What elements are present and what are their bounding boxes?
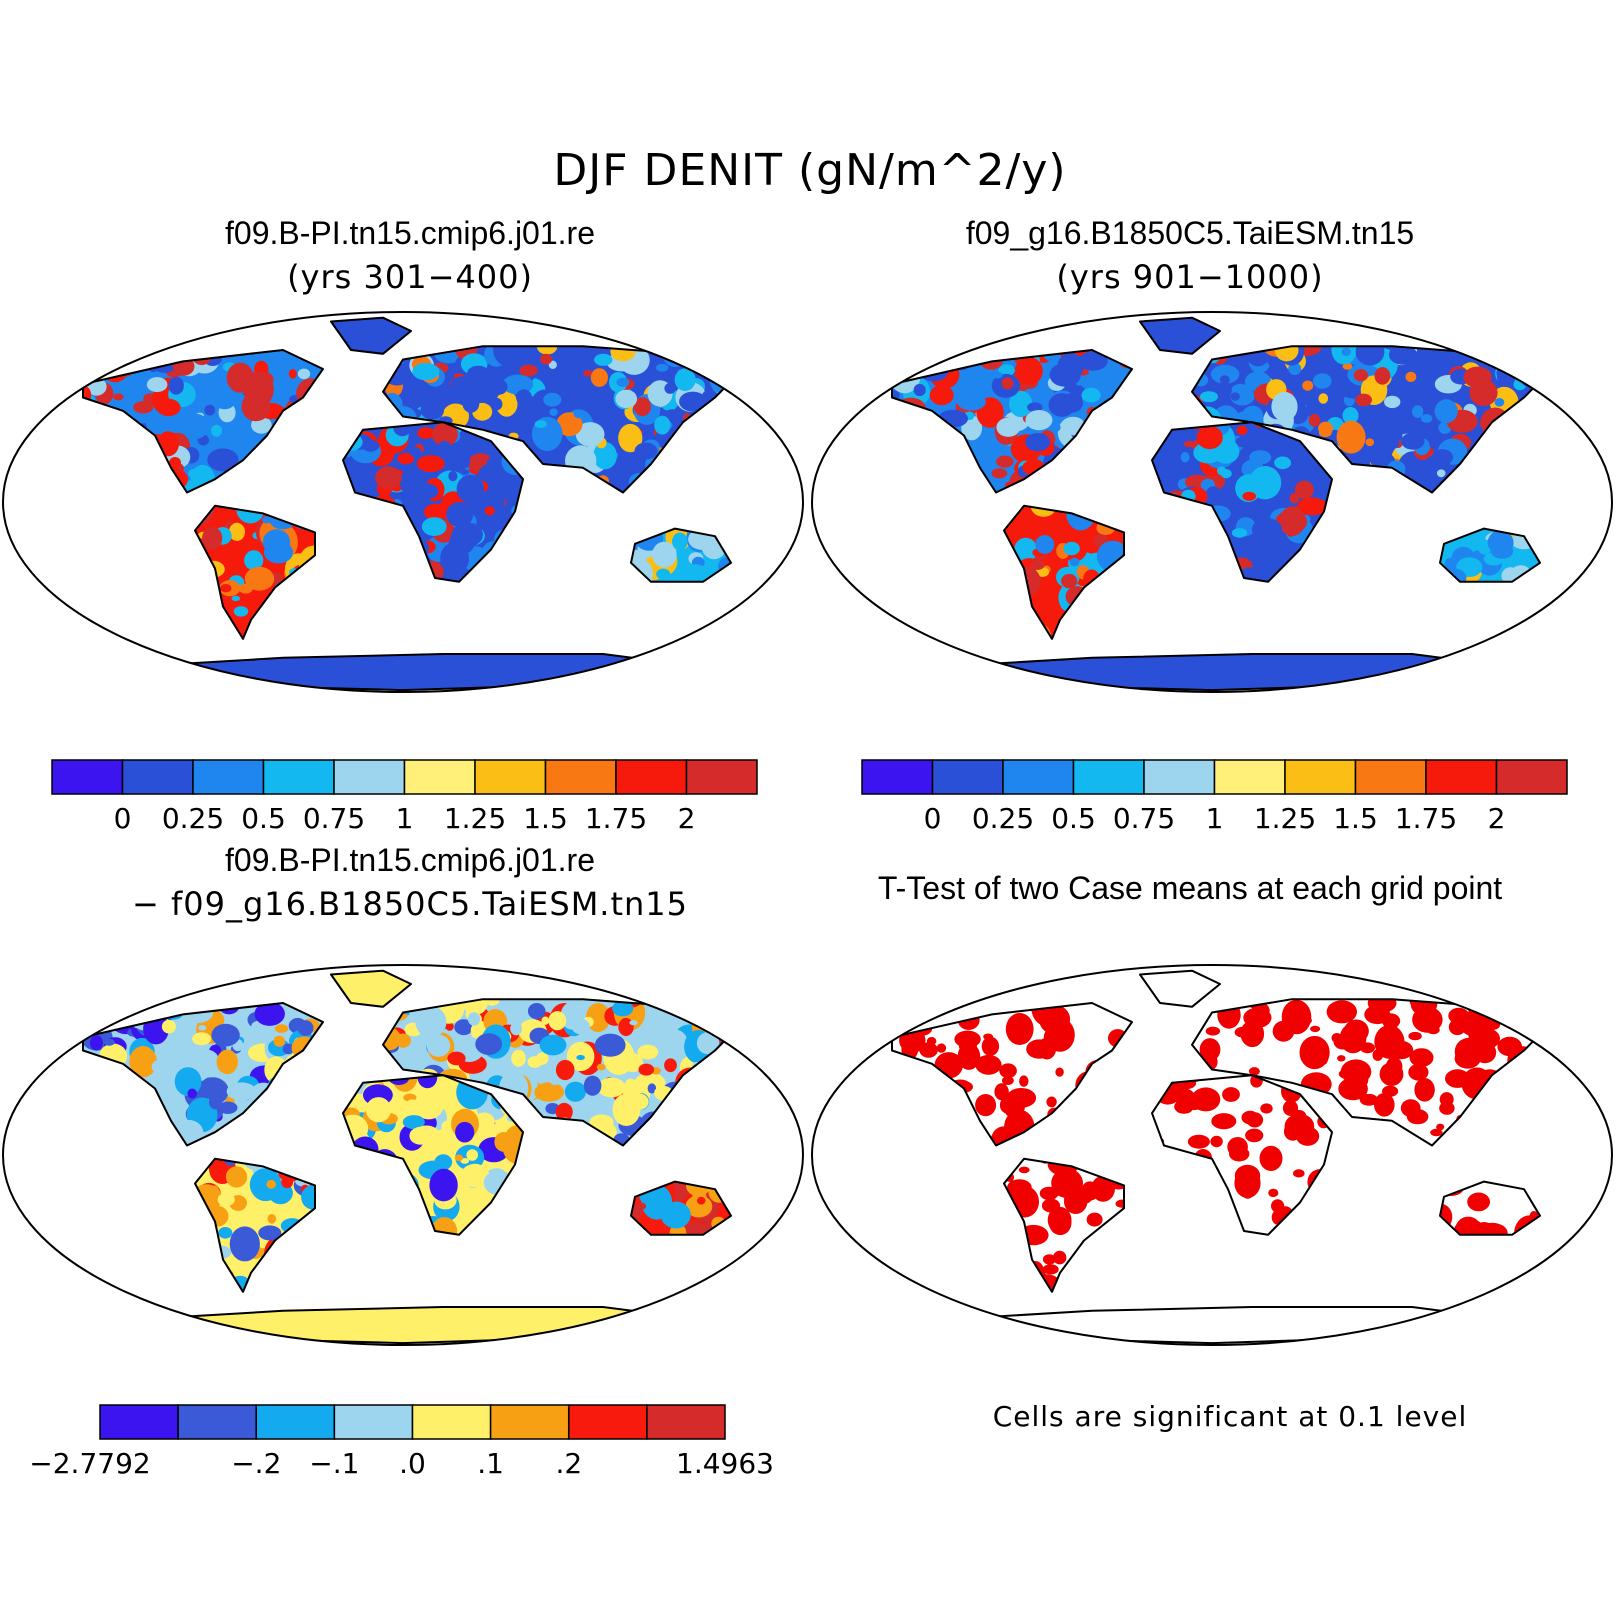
colorbar-case2-tick-label: 0.75	[1113, 802, 1175, 835]
land-greenland	[1140, 970, 1220, 1007]
figure-title: DJF DENIT (gN/m^2/y)	[553, 145, 1067, 196]
map-difference-frame	[2, 964, 804, 1346]
colorbar-case2-swatch	[1284, 759, 1357, 795]
significance-note: Cells are significant at 0.1 level	[992, 1400, 1468, 1433]
colorbar-case1-swatch	[192, 759, 265, 795]
map-ttest-land	[891, 969, 1553, 1345]
panel1-title: f09.B-PI.tn15.cmip6.j01.re	[225, 215, 595, 251]
colorbar-case2-tick-label: 1.75	[1395, 802, 1457, 835]
colorbar-difference-swatch	[568, 1404, 648, 1440]
colorbar-case1-swatch	[121, 759, 194, 795]
colorbar-case1-swatch	[333, 759, 406, 795]
colorbar-case1-swatch	[615, 759, 688, 795]
colorbar-difference-swatch	[646, 1404, 726, 1440]
land-greenland	[331, 970, 411, 1007]
land-greenland	[1140, 317, 1220, 354]
colorbar-case2-swatch	[1495, 759, 1568, 795]
panel3-title: f09.B-PI.tn15.cmip6.j01.re	[225, 842, 595, 878]
colorbar-case1-swatch	[685, 759, 758, 795]
colorbar-case1-tick-label: 0.75	[303, 802, 365, 835]
colorbar-case1: 0 0.25 0.5 0.75 1 1.25 1.5 1.75 2	[51, 759, 758, 835]
colorbar-case2-swatch	[1002, 759, 1075, 795]
map-ttest-frame	[811, 964, 1613, 1346]
panel2-subtitle: (yrs 901−1000)	[1056, 258, 1324, 296]
colorbar-case2-tick-label: 0	[924, 802, 942, 835]
colorbar-case2-tick-label: 1.25	[1254, 802, 1316, 835]
colorbar-case2-tick-label: 2	[1488, 802, 1506, 835]
land-antarctica	[155, 654, 691, 691]
colorbar-difference-swatch	[489, 1404, 570, 1440]
colorbar-case1-tick-label: 0.5	[241, 802, 286, 835]
colorbar-case2: 0 0.25 0.5 0.75 1 1.25 1.5 1.75 2	[861, 759, 1568, 835]
land-antarctica	[964, 1307, 1500, 1344]
colorbar-case1-tick-label: 2	[678, 802, 696, 835]
colorbar-case2-tick-label: 1	[1206, 802, 1224, 835]
map-case1-land	[82, 316, 744, 692]
colorbar-difference-tick-label: .2	[555, 1447, 582, 1480]
panel1-subtitle: (yrs 301−400)	[287, 258, 533, 296]
colorbar-difference-swatch	[333, 1404, 414, 1440]
colorbar-case1-tick-label: 1	[396, 802, 414, 835]
colorbar-case1-swatch	[403, 759, 476, 795]
colorbar-case1-swatch	[262, 759, 335, 795]
colorbar-case2-swatch	[1072, 759, 1145, 795]
colorbar-case1-tick-label: 0	[114, 802, 132, 835]
colorbar-case1-tick-label: 1.75	[585, 802, 647, 835]
colorbar-difference-swatch	[255, 1404, 336, 1440]
colorbar-case2-swatch	[861, 759, 934, 795]
colorbar-case1-tick-label: 1.5	[523, 802, 568, 835]
colorbar-case2-swatch	[1425, 759, 1498, 795]
colorbar-case2-tick-label: 0.25	[972, 802, 1034, 835]
colorbar-case2-tick-label: 0.5	[1051, 802, 1096, 835]
colorbar-case2-swatch	[1354, 759, 1427, 795]
colorbar-case2-swatch	[1213, 759, 1286, 795]
panel3-subtitle: − f09_g16.B1850C5.TaiESM.tn15	[131, 885, 689, 923]
colorbar-difference-tick-label: .0	[399, 1447, 426, 1480]
colorbar-difference-tick-label: .1	[477, 1447, 504, 1480]
land-antarctica	[964, 654, 1500, 691]
colorbar-case2-tick-label: 1.5	[1333, 802, 1378, 835]
panel4-title: T-Test of two Case means at each grid po…	[877, 870, 1503, 906]
colorbar-difference-swatch	[411, 1404, 492, 1440]
panel2-title: f09_g16.B1850C5.TaiESM.tn15	[965, 215, 1415, 251]
colorbar-difference: −2.7792 −.2 −.1 .0 .1 .2 1.4963	[29, 1404, 774, 1480]
colorbar-case1-swatch	[474, 759, 547, 795]
map-case1-frame	[2, 311, 804, 693]
colorbar-difference-tick-label: −.1	[309, 1447, 359, 1480]
colorbar-difference-swatch	[177, 1404, 257, 1440]
colorbar-difference-tick-label: −2.7792	[29, 1447, 150, 1480]
map-case2-land	[891, 316, 1553, 692]
colorbar-case2-swatch	[931, 759, 1004, 795]
colorbar-difference-swatch	[99, 1404, 179, 1440]
colorbar-difference-tick-label: −.2	[231, 1447, 281, 1480]
colorbar-difference-tick-label: 1.4963	[676, 1447, 774, 1480]
map-difference-land	[82, 969, 744, 1345]
colorbar-case2-swatch	[1143, 759, 1216, 795]
colorbar-case1-swatch	[544, 759, 617, 795]
colorbar-case1-tick-label: 1.25	[444, 802, 506, 835]
land-antarctica	[155, 1307, 691, 1344]
colorbar-case1-tick-label: 0.25	[162, 802, 224, 835]
land-greenland	[331, 317, 411, 354]
map-case2-frame	[811, 311, 1613, 693]
colorbar-case1-swatch	[51, 759, 124, 795]
